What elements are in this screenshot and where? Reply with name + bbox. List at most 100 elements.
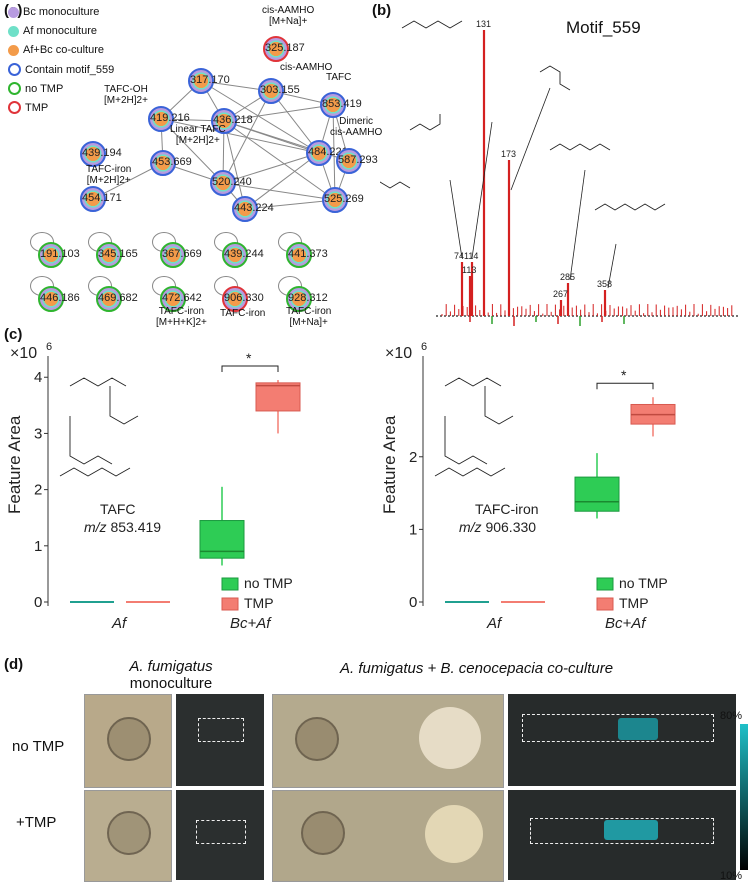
network-node [210, 170, 236, 196]
node-mz-label: 443.224 [234, 202, 274, 214]
roi-box [522, 714, 714, 742]
network-node [38, 286, 64, 312]
network-node [148, 106, 174, 132]
mono-title: A. fumigatus monoculture [106, 658, 236, 692]
network-edge [222, 182, 336, 201]
legend-label: no TMP [619, 575, 668, 591]
node-mz-label: 853.419 [322, 98, 362, 110]
network-node [222, 242, 248, 268]
node-mz-label: 191.103 [40, 248, 80, 260]
tafc-iron-box-chart: 0 1 2 ×10 6 Feature Area Af Bc+Af * TAFC-iron m/z … [380, 341, 676, 632]
legend-label: Contain motif_559 [25, 63, 115, 76]
x-tick-label: Bc+Af [605, 615, 647, 632]
intensity-colorbar [740, 724, 748, 870]
roi-box [198, 718, 244, 742]
node-mz-label: 345.165 [98, 248, 138, 260]
network-node [320, 92, 346, 118]
chemical-structure [380, 181, 411, 189]
legend-swatch [221, 577, 239, 591]
compound-annotation: Linear TAFC [M+2H]2+ [170, 124, 226, 146]
y-scale-label: ×10 [385, 345, 412, 362]
compound-annotation: Dimeric cis-AAMHO [330, 116, 383, 138]
compound-annotation: TAFC [326, 72, 352, 83]
chemical-structure [549, 143, 611, 151]
roi-box [530, 818, 714, 844]
compound-annotation: TAFC-iron [220, 308, 266, 319]
peak-mz-label: 113 [462, 265, 476, 275]
legend-item: no TMP [8, 82, 63, 95]
network-node [286, 242, 312, 268]
co-title: A. fumigatus + B. cenocepacia co-culture [340, 660, 614, 677]
box [199, 520, 245, 559]
compound-name: TAFC-iron [475, 501, 539, 517]
compound-annotation: TAFC-iron [M+Na]+ [286, 306, 332, 328]
chemical-structure [594, 203, 666, 211]
significance-bracket [221, 365, 279, 373]
legend-item: Bc monoculture [8, 6, 99, 18]
legend-swatch [8, 63, 21, 76]
network-node [96, 286, 122, 312]
network-node [336, 148, 362, 174]
node-mz-label: 446.186 [40, 292, 80, 304]
significance-star: * [621, 367, 627, 383]
y-scale-exponent: 6 [46, 341, 52, 353]
legend-item: Contain motif_559 [8, 63, 114, 76]
network-node [322, 187, 348, 213]
legend-label: Af monoculture [23, 25, 97, 37]
fungal-colony [107, 811, 151, 855]
node-mz-label: 419.216 [150, 112, 190, 124]
compound-annotation: TAFC-iron [M+2H]2+ [86, 164, 132, 186]
node-mz-label: 453.669 [152, 156, 192, 168]
roi-box [196, 820, 246, 844]
chemical-structure [401, 20, 463, 29]
plate-co-tmp [272, 790, 504, 882]
node-mz-label: 367.669 [162, 248, 202, 260]
bacterial-colony [419, 707, 481, 769]
y-tick-label: 3 [34, 425, 42, 442]
network-node [263, 36, 289, 62]
chemical-structure [434, 377, 514, 477]
peak-mz-label: 114 [464, 251, 478, 261]
node-mz-label: 317.170 [190, 74, 230, 86]
peak-mz-label: 358 [597, 279, 612, 289]
fragment-arrow [449, 179, 463, 259]
node-mz-label: 472.642 [162, 292, 202, 304]
ms-image-mono-tmp [176, 790, 264, 880]
node-mz-label: 439.194 [82, 147, 122, 159]
node-mz-label: 439.244 [224, 248, 264, 260]
network-edge [222, 152, 320, 184]
tafc-signal [604, 820, 658, 840]
y-axis-label: Feature Area [5, 415, 24, 514]
node-mz-label: 325.187 [265, 42, 305, 54]
x-tick-label: Bc+Af [230, 615, 272, 632]
chemical-structure [409, 114, 441, 131]
ms-image-co-tmp [508, 790, 736, 880]
network-edge [223, 120, 246, 210]
peak-mz-label: 74 [454, 251, 464, 261]
network-node [306, 140, 332, 166]
node-mz-label: 587.293 [338, 154, 378, 166]
network-node [150, 150, 176, 176]
row-label-no-tmp: no TMP [12, 738, 65, 755]
network-edge [244, 199, 336, 210]
compound-name: TAFC [100, 501, 136, 517]
legend-swatch [596, 577, 614, 591]
network-node [222, 286, 248, 312]
fungal-colony [301, 811, 345, 855]
compound-annotation: cis-AAMHO [M+Na]+ [262, 5, 315, 27]
legend-label: TMP [244, 595, 274, 611]
peak-mz-label: 267 [553, 289, 568, 299]
y-tick-label: 1 [409, 521, 417, 538]
network-node [232, 196, 258, 222]
peak-mz-label: 285 [560, 272, 575, 282]
y-scale-exponent: 6 [421, 341, 427, 353]
significance-star: * [246, 350, 252, 366]
fragment-arrow [471, 121, 493, 259]
y-tick-label: 0 [34, 594, 42, 611]
network-node [160, 242, 186, 268]
node-mz-label: 928.312 [288, 292, 328, 304]
y-tick-label: 2 [409, 449, 417, 466]
legend-label: Af+Bc co-culture [23, 44, 105, 56]
box [255, 382, 301, 412]
